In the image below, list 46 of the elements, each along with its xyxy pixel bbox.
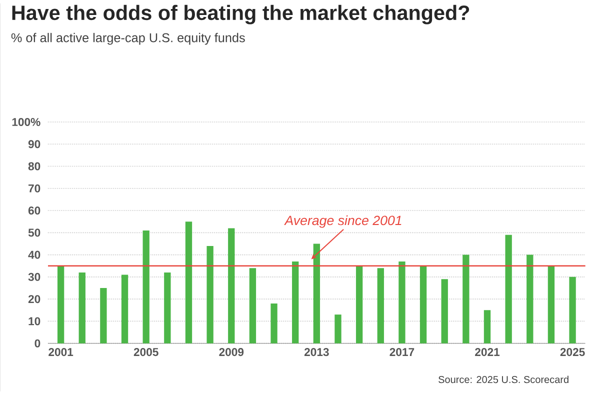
y-tick-label: 80 (28, 162, 40, 170)
ref-line-label: Average since 2001 (284, 215, 402, 228)
y-tick-label: 40 (28, 250, 40, 259)
bar (270, 303, 278, 344)
bar (462, 254, 470, 344)
bar (484, 310, 491, 344)
y-tick-label: 70 (28, 184, 40, 192)
chart-subtitle: % of all active large-cap U.S. equity funds (11, 32, 245, 45)
x-tick-label: 2025 (560, 348, 585, 356)
bar (78, 272, 86, 344)
bar (249, 268, 256, 344)
bar (121, 274, 128, 344)
y-tick-label: 100% (12, 118, 40, 126)
y-tick-label: 50 (28, 228, 40, 237)
bar (292, 261, 299, 344)
bar (548, 266, 555, 344)
bar (57, 266, 64, 344)
bar (377, 268, 384, 344)
x-tick-label: 2009 (219, 348, 244, 356)
bar (526, 254, 534, 344)
chart-title: Have the odds of beating the market changed? (12, 4, 470, 24)
bar (206, 246, 214, 344)
x-tick-label: 2005 (134, 348, 158, 356)
source-note: Source: 2025 U.S. Scorecard (438, 376, 568, 384)
bar (334, 314, 342, 344)
y-tick-label: 0 (34, 339, 40, 348)
y-tick-label: 20 (28, 295, 40, 304)
x-tick-label: 2021 (475, 348, 500, 356)
bar (505, 234, 512, 344)
x-tick-label: 2001 (48, 348, 74, 356)
bar (185, 222, 192, 344)
bar (569, 276, 576, 344)
bar (420, 266, 427, 344)
bar (228, 228, 235, 344)
bar (441, 279, 448, 344)
bar (164, 272, 171, 344)
bar (100, 288, 107, 344)
bar (398, 261, 406, 344)
y-tick-label: 10 (28, 317, 40, 326)
y-tick-label: 90 (28, 140, 40, 148)
bar (356, 266, 363, 344)
x-tick-label: 2017 (390, 348, 414, 356)
x-tick-label: 2013 (304, 348, 329, 356)
y-tick-label: 30 (28, 272, 40, 281)
y-tick-label: 60 (28, 206, 40, 215)
bar (142, 230, 150, 344)
